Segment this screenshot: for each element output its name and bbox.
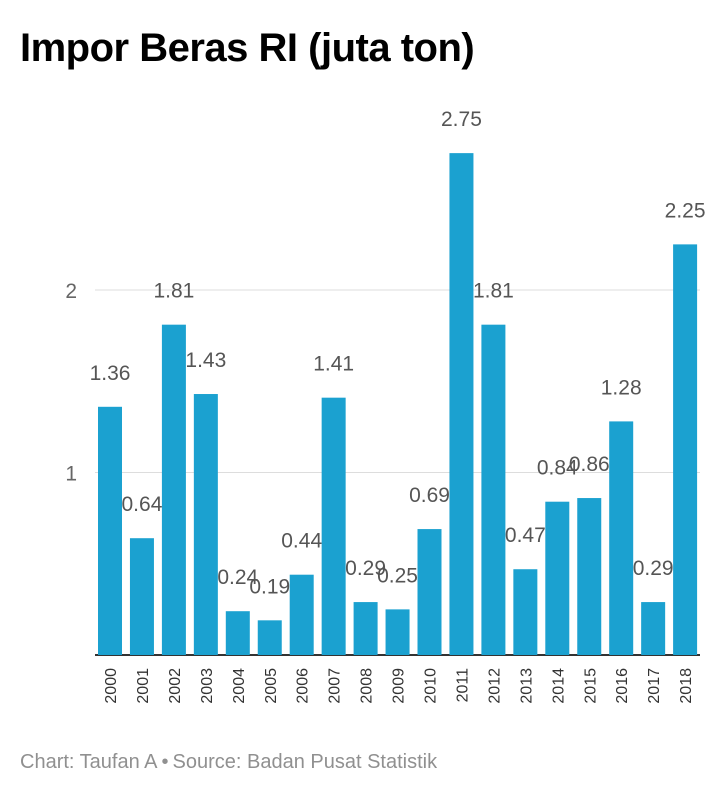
x-tick-label: 2006 — [295, 668, 312, 704]
bar — [385, 609, 410, 655]
x-tick-layer: 2000 2001 2002 2003 2004 2005 2006 2007 2008 2009… — [103, 668, 695, 704]
data-label: 1.36 — [90, 362, 131, 385]
y-tick-label: 1 — [65, 463, 77, 486]
x-tick-label: 2014 — [550, 668, 567, 704]
data-label: 1.43 — [185, 349, 226, 372]
x-tick-label: 2008 — [359, 668, 376, 704]
bar — [609, 421, 634, 655]
x-tick-label: 2004 — [231, 668, 248, 704]
bar — [129, 538, 154, 655]
data-label: 1.41 — [313, 353, 354, 376]
data-label: 0.84 — [537, 457, 578, 480]
bar — [257, 620, 282, 655]
data-label: 1.28 — [601, 376, 642, 399]
x-tick-label: 2016 — [614, 668, 631, 704]
bar — [98, 406, 122, 655]
bar — [449, 153, 474, 655]
footer-separator: • — [161, 751, 169, 773]
x-tick-label: 2011 — [454, 668, 471, 703]
x-tick-label: 2007 — [327, 668, 344, 704]
x-tick-label: 2013 — [518, 668, 535, 704]
bar — [641, 602, 666, 655]
data-label: 0.24 — [217, 566, 258, 589]
bar-layer — [98, 153, 698, 655]
data-label: 0.29 — [633, 557, 674, 580]
x-tick-label: 2017 — [646, 668, 663, 704]
x-tick-label: 2009 — [391, 668, 408, 704]
chart-source: Source: Badan Pusat Statistik — [172, 751, 438, 773]
data-label: 1.81 — [473, 280, 514, 303]
x-tick-label: 2010 — [423, 668, 440, 704]
data-label: 0.64 — [122, 493, 163, 516]
data-label: 0.47 — [505, 524, 546, 547]
bar — [321, 397, 346, 655]
data-label: 0.44 — [281, 530, 322, 553]
chart-footer: Chart: Taufan A • Source: Badan Pusat Stat… — [20, 751, 437, 774]
x-tick-label: 2015 — [582, 668, 599, 704]
x-tick-label: 2003 — [199, 668, 216, 704]
bar — [481, 324, 506, 655]
bar — [577, 498, 602, 655]
x-tick-label: 2000 — [103, 668, 120, 704]
data-label: 0.86 — [569, 453, 610, 476]
x-tick-label: 2005 — [263, 668, 280, 704]
bar — [161, 324, 186, 655]
bar — [545, 501, 570, 655]
bar — [353, 602, 378, 655]
bar — [225, 611, 250, 655]
data-label-layer: 1.360.641.811.430.240.190.441.410.290.25… — [90, 108, 706, 598]
bar — [193, 394, 218, 655]
x-tick-label: 2002 — [167, 668, 184, 704]
data-label: 0.25 — [377, 564, 418, 587]
data-label: 2.75 — [441, 108, 482, 131]
bar — [513, 569, 538, 655]
chart-title: Impor Beras RI (juta ton) — [20, 26, 475, 70]
chart-credit: Chart: Taufan A — [20, 751, 158, 773]
x-tick-label: 2001 — [135, 668, 152, 704]
data-label: 1.81 — [153, 280, 194, 303]
bar — [289, 574, 314, 655]
data-label: 0.29 — [345, 557, 386, 580]
data-label: 0.69 — [409, 484, 450, 507]
bar — [417, 529, 442, 655]
x-tick-label: 2012 — [486, 668, 503, 704]
bar — [673, 244, 698, 655]
data-label: 0.19 — [249, 575, 290, 598]
y-tick-label: 2 — [65, 280, 77, 303]
data-label: 2.25 — [665, 199, 706, 222]
x-tick-label: 2018 — [678, 668, 695, 704]
